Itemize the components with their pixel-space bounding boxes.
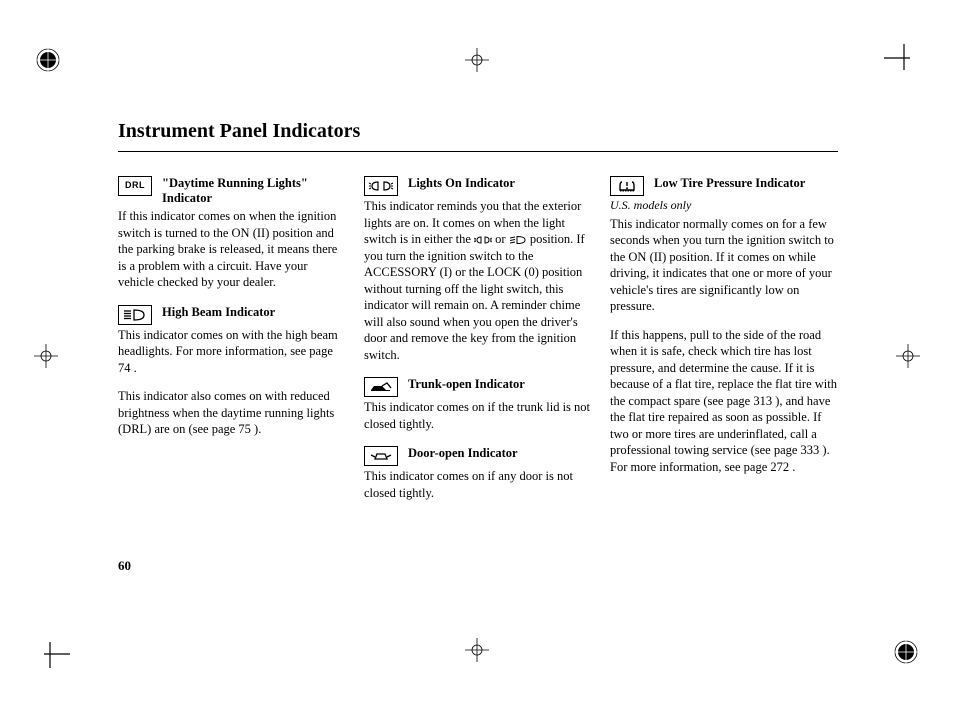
high-beam-icon xyxy=(118,305,152,325)
tire-text-2: If this happens, pull to the side of the… xyxy=(610,327,838,476)
crosshair-left xyxy=(34,344,58,368)
trunk-indicator: Trunk-open Indicator This indicator come… xyxy=(364,377,592,432)
lights-on-indicator: Lights On Indicator This indicator remin… xyxy=(364,176,592,363)
crosshair-bottom xyxy=(465,638,489,662)
door-indicator: Door-open Indicator This indicator comes… xyxy=(364,446,592,501)
high-beam-indicator: High Beam Indicator This indicator comes… xyxy=(118,305,346,438)
door-title: Door-open Indicator xyxy=(408,446,518,461)
reg-mark-br xyxy=(892,638,920,666)
crop-tr xyxy=(884,44,924,84)
lights-on-title: Lights On Indicator xyxy=(408,176,515,191)
tire-indicator: Low Tire Pressure Indicator U.S. models … xyxy=(610,176,838,475)
drl-title: "Daytime Running Lights" Indicator xyxy=(162,176,346,206)
door-text: This indicator comes on if any door is n… xyxy=(364,468,592,501)
crop-bl xyxy=(30,628,70,668)
column-3: Low Tire Pressure Indicator U.S. models … xyxy=(610,176,838,515)
tire-icon xyxy=(610,176,644,196)
tire-text-1: This indicator normally comes on for a f… xyxy=(610,216,838,315)
lights-on-text-c: position. If you turn the ignition switc… xyxy=(364,232,585,362)
parking-light-inline-icon xyxy=(474,235,492,245)
drl-icon: DRL xyxy=(118,176,152,196)
columns-container: DRL "Daytime Running Lights" Indicator I… xyxy=(118,176,838,515)
trunk-text: This indicator comes on if the trunk lid… xyxy=(364,399,592,432)
lights-on-text-b: or xyxy=(495,232,505,246)
high-beam-text-1: This indicator comes on with the high be… xyxy=(118,327,346,377)
column-2: Lights On Indicator This indicator remin… xyxy=(364,176,592,515)
page-number: 60 xyxy=(118,558,131,574)
crosshair-right xyxy=(896,344,920,368)
trunk-icon xyxy=(364,377,398,397)
high-beam-title: High Beam Indicator xyxy=(162,305,275,320)
drl-text: If this indicator comes on when the igni… xyxy=(118,208,346,291)
high-beam-text-2: This indicator also comes on with reduce… xyxy=(118,388,346,438)
lights-on-icon xyxy=(364,176,398,196)
headlight-inline-icon xyxy=(509,235,527,245)
door-icon xyxy=(364,446,398,466)
tire-note: U.S. models only xyxy=(610,198,838,214)
tire-title: Low Tire Pressure Indicator xyxy=(654,176,805,191)
lights-on-text: This indicator reminds you that the exte… xyxy=(364,198,592,363)
drl-indicator: DRL "Daytime Running Lights" Indicator I… xyxy=(118,176,346,291)
reg-mark-tl xyxy=(34,46,62,74)
title-rule xyxy=(118,151,838,152)
column-1: DRL "Daytime Running Lights" Indicator I… xyxy=(118,176,346,515)
page-title: Instrument Panel Indicators xyxy=(118,120,838,143)
trunk-title: Trunk-open Indicator xyxy=(408,377,525,392)
crosshair-top xyxy=(465,48,489,72)
